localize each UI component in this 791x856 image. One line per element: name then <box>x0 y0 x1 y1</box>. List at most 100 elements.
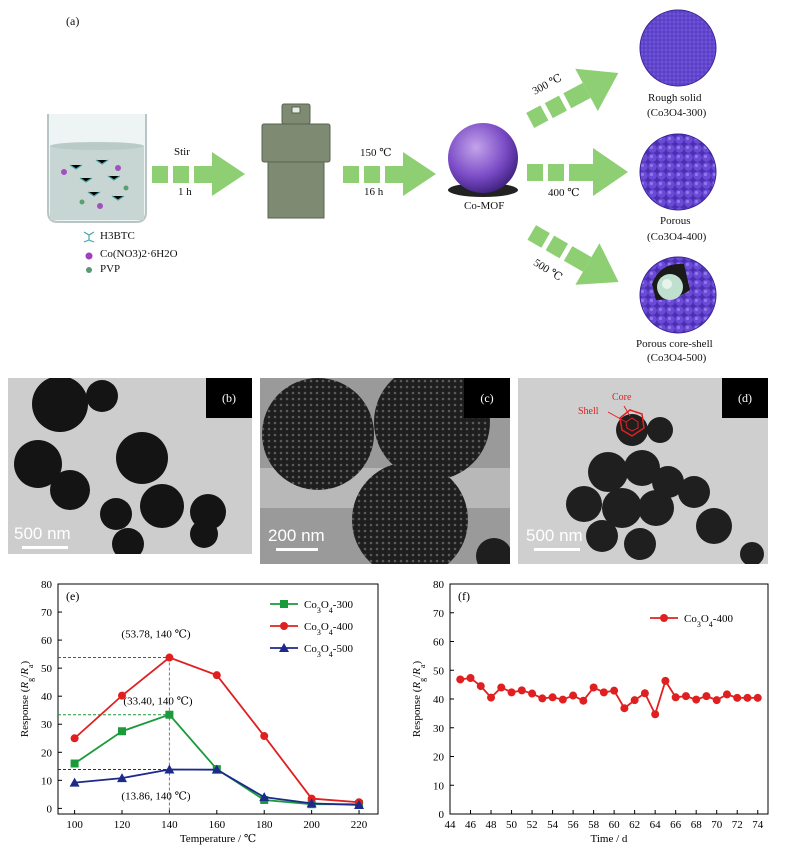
x-axis-label: Time / d <box>591 833 628 845</box>
data-point <box>212 671 221 680</box>
data-point <box>589 683 598 692</box>
scheme-graphics <box>47 9 717 334</box>
x-tick-label: 74 <box>752 819 764 831</box>
annotation-0: (53.78, 140 ℃) <box>121 629 190 641</box>
data-point <box>507 688 516 697</box>
x-tick-label: 64 <box>650 819 662 831</box>
chart-f: 0 10 20 30 40 50 60 70 80 44 46 48 50 52 54 56 58 60 62 64 6… <box>411 579 769 845</box>
core-outline <box>625 417 639 432</box>
x-axis-label: Temperature / ℃ <box>180 833 256 845</box>
data-point <box>211 764 222 774</box>
y-tick-label: 80 <box>41 579 53 591</box>
tem-c-particles <box>260 378 510 564</box>
product-1-name: Rough solid <box>648 92 702 104</box>
x-tick-label: 140 <box>161 819 178 831</box>
x-tick-label: 220 <box>351 819 368 831</box>
data-point <box>702 692 711 701</box>
data-point <box>260 732 269 741</box>
data-point <box>69 777 80 787</box>
panel-label-a: (a) <box>66 14 80 28</box>
step1-top-label: Stir <box>174 146 190 158</box>
tem-d-scale: 500 nm <box>526 526 583 545</box>
tem-image-b: (b) 500 nm <box>8 378 252 554</box>
co-mof-sphere <box>448 123 518 197</box>
y-tick-label: 0 <box>47 803 53 815</box>
data-point <box>70 759 79 768</box>
legend-co-label: Co(NO3)2·6H2O <box>100 248 178 260</box>
x-tick-label: 180 <box>256 819 273 831</box>
beaker-icon <box>47 114 147 223</box>
y-tick-label: 20 <box>433 752 445 764</box>
x-tick-label: 62 <box>629 819 640 831</box>
y-tick-label: 10 <box>41 775 53 787</box>
arrow-branch-middle <box>527 148 628 196</box>
x-tick-label: 60 <box>609 819 621 831</box>
data-point <box>476 682 485 691</box>
core-label: Core <box>612 392 632 403</box>
x-tick-label: 54 <box>547 819 559 831</box>
legend-marker-0 <box>660 614 668 622</box>
data-point <box>118 727 126 736</box>
data-point <box>661 676 670 685</box>
legend-co-icon <box>85 252 93 260</box>
y-tick-label: 0 <box>439 809 445 821</box>
x-tick-label: 70 <box>711 819 723 831</box>
data-point <box>733 693 742 702</box>
mof-label: Co-MOF <box>464 200 505 212</box>
arrow-branch-lower <box>527 225 619 285</box>
data-point <box>466 674 475 683</box>
data-point <box>528 689 537 698</box>
legend-marker-2 <box>279 643 289 652</box>
y-tick-label: 70 <box>433 608 445 620</box>
data-point <box>681 692 690 701</box>
legend-h3btc-icon <box>83 231 95 243</box>
data-point <box>259 792 270 802</box>
data-point <box>517 686 526 695</box>
data-point <box>456 675 465 684</box>
data-point <box>117 773 127 783</box>
synthesis-scheme: (a) <box>0 0 791 365</box>
y-tick-label: 80 <box>433 579 445 591</box>
series-line-0 <box>460 677 758 717</box>
y-tick-label: 60 <box>41 635 53 647</box>
annotation-1: (33.40, 140 ℃) <box>123 696 192 708</box>
data-point <box>118 691 126 700</box>
core-shell-sphere <box>639 256 717 334</box>
product-2-name: Porous <box>660 215 691 227</box>
branch-middle-label: 400 ℃ <box>548 187 580 199</box>
data-point <box>558 695 567 704</box>
x-tick-label: 46 <box>465 819 477 831</box>
step2-top-label: 150 ℃ <box>360 147 392 159</box>
series-line-0 <box>74 713 360 806</box>
tem-c-scalebar <box>276 548 318 551</box>
y-tick-label: 40 <box>41 691 53 703</box>
x-tick-label: 48 <box>486 819 498 831</box>
arrow-branch-upper <box>526 68 619 128</box>
product-1-formula: (Co3O4-300) <box>647 107 707 119</box>
legend-h3btc-label: H3BTC <box>100 230 135 242</box>
data-point <box>70 734 79 743</box>
legend-pvp-label: PVP <box>100 263 121 275</box>
legend-pvp-icon <box>86 267 92 273</box>
legend-label-0: Co3O4-300 <box>304 599 353 615</box>
data-point <box>610 686 619 695</box>
data-point <box>164 764 175 774</box>
product-2-formula: (Co3O4-400) <box>647 231 707 243</box>
y-tick-label: 30 <box>41 719 53 731</box>
data-point <box>354 800 365 810</box>
annotation-2: (13.86, 140 ℃) <box>121 791 190 803</box>
data-point <box>569 691 578 700</box>
y-tick-label: 30 <box>433 723 445 735</box>
y-tick-label: 40 <box>433 694 445 706</box>
plot-frame <box>57 583 379 815</box>
legend-label-1: Co3O4-400 <box>304 621 353 637</box>
data-point <box>753 693 762 702</box>
data-point <box>487 693 496 702</box>
tem-c-scale: 200 nm <box>268 526 325 545</box>
tem-d-label: (d) <box>722 378 768 418</box>
data-point <box>630 696 639 705</box>
tem-image-d: (d) Core Shell 500 nm <box>518 378 768 564</box>
shell-label: Shell <box>578 406 599 417</box>
x-tick-label: 58 <box>588 819 600 831</box>
legend-marker-0 <box>280 600 288 608</box>
